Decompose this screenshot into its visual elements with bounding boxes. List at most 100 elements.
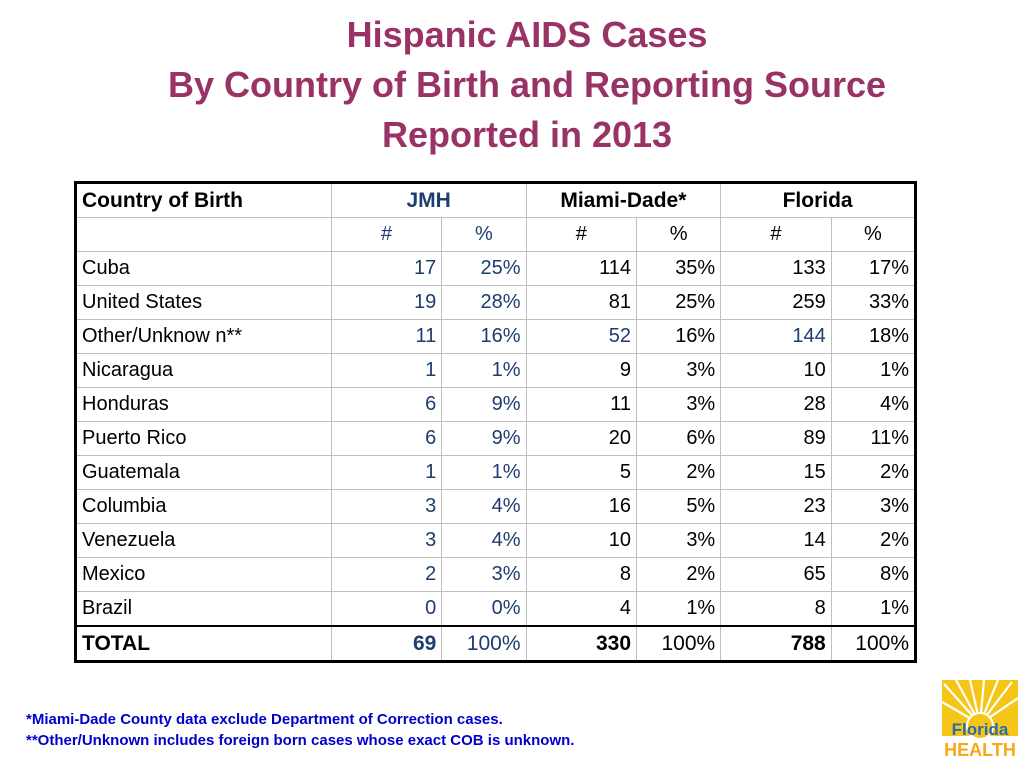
cell-md-percent: 16% [636, 319, 722, 354]
title-line-2: By Country of Birth and Reporting Source [167, 64, 886, 105]
header-florida: Florida [720, 182, 916, 218]
cell-fl-percent: 8% [830, 557, 917, 592]
total-md-percent: 100% [636, 625, 722, 662]
subheader-empty [75, 217, 332, 252]
header-miami-dade: Miami-Dade* [525, 182, 722, 218]
cell-jmh-count: 19 [330, 285, 443, 320]
table-row: Other/Unknow n** 11 16% 52 16% 144 18% [75, 319, 917, 354]
cell-md-count: 8 [525, 557, 638, 592]
cell-md-count: 5 [525, 455, 638, 490]
header-country: Country of Birth [75, 182, 332, 218]
cell-country: Nicaragua [75, 353, 332, 388]
cell-country: Honduras [75, 387, 332, 422]
cell-fl-percent: 4% [830, 387, 917, 422]
cell-country: Cuba [75, 251, 332, 286]
cell-md-count: 4 [525, 591, 638, 627]
cell-country: Columbia [75, 489, 332, 524]
cell-fl-percent: 17% [830, 251, 917, 286]
table-row: Columbia 3 4% 16 5% 23 3% [75, 489, 917, 524]
cell-jmh-percent: 4% [441, 523, 527, 558]
cell-jmh-count: 6 [330, 387, 443, 422]
cell-fl-count: 14 [720, 523, 832, 558]
total-jmh-percent: 100% [441, 625, 527, 662]
cell-md-percent: 3% [636, 353, 722, 388]
cell-md-count: 81 [525, 285, 638, 320]
subheader-jmh-count: # [330, 217, 443, 252]
cell-md-percent: 3% [636, 387, 722, 422]
subheader-fl-percent: % [830, 217, 917, 252]
total-md-count: 330 [525, 625, 638, 662]
subheader-fl-count: # [720, 217, 832, 252]
cell-md-percent: 2% [636, 557, 722, 592]
table-row: Venezuela 3 4% 10 3% 14 2% [75, 523, 917, 558]
cell-fl-percent: 11% [830, 421, 917, 456]
table-row: Mexico 2 3% 8 2% 65 8% [75, 557, 917, 592]
cell-jmh-count: 1 [330, 353, 443, 388]
cell-fl-percent: 18% [830, 319, 917, 354]
table-row: Honduras 6 9% 11 3% 28 4% [75, 387, 917, 422]
table-subheader-row: # % # % # % [75, 217, 917, 252]
subheader-md-percent: % [636, 217, 722, 252]
table-row: Guatemala 1 1% 5 2% 15 2% [75, 455, 917, 490]
cell-country: Mexico [75, 557, 332, 592]
cell-country: United States [75, 285, 332, 320]
cell-jmh-count: 1 [330, 455, 443, 490]
cell-fl-percent: 2% [830, 455, 917, 490]
cell-fl-count: 89 [720, 421, 832, 456]
footnote-miami-dade: *Miami-Dade County data exclude Departme… [26, 711, 503, 728]
florida-health-logo: Florida HEALTH [941, 679, 1019, 764]
table-row: United States 19 28% 81 25% 259 33% [75, 285, 917, 320]
cell-country: Puerto Rico [75, 421, 332, 456]
cell-country: Other/Unknow n** [75, 319, 332, 354]
cell-jmh-count: 6 [330, 421, 443, 456]
cell-fl-percent: 1% [830, 353, 917, 388]
slide-title: Hispanic AIDS Cases By Country of Birth … [0, 10, 1024, 160]
table-total-row: TOTAL 69 100% 330 100% 788 100% [75, 625, 917, 662]
cell-md-percent: 25% [636, 285, 722, 320]
cell-md-count: 20 [525, 421, 638, 456]
cell-fl-count: 65 [720, 557, 832, 592]
cell-fl-count: 28 [720, 387, 832, 422]
table-header-row: Country of Birth JMH Miami-Dade* Florida [75, 182, 916, 218]
logo-word-florida: Florida [951, 720, 1009, 739]
cell-jmh-percent: 0% [441, 591, 527, 627]
cell-md-percent: 35% [636, 251, 722, 286]
cell-md-count: 16 [525, 489, 638, 524]
cell-country: Brazil [75, 591, 332, 627]
subheader-jmh-percent: % [441, 217, 527, 252]
cell-md-percent: 2% [636, 455, 722, 490]
cell-jmh-percent: 16% [441, 319, 527, 354]
total-fl-percent: 100% [830, 625, 917, 662]
cell-jmh-percent: 4% [441, 489, 527, 524]
cell-jmh-count: 11 [330, 319, 443, 354]
cell-md-count: 9 [525, 353, 638, 388]
footnotes: *Miami-Dade County data exclude Departme… [26, 709, 574, 751]
cell-fl-count: 10 [720, 353, 832, 388]
title-line-3: Reported in 2013 [381, 114, 673, 155]
cell-fl-percent: 33% [830, 285, 917, 320]
cell-md-count: 11 [525, 387, 638, 422]
table-row: Cuba 17 25% 114 35% 133 17% [75, 251, 917, 286]
cell-jmh-percent: 9% [441, 421, 527, 456]
cell-md-count: 114 [525, 251, 638, 286]
subheader-md-count: # [525, 217, 638, 252]
cell-fl-count: 15 [720, 455, 832, 490]
cell-jmh-count: 3 [330, 523, 443, 558]
total-jmh-count: 69 [330, 625, 443, 662]
cell-md-count: 52 [525, 319, 638, 354]
cell-country: Guatemala [75, 455, 332, 490]
cell-fl-count: 144 [720, 319, 832, 354]
cell-jmh-percent: 3% [441, 557, 527, 592]
footnote-other-unknown: **Other/Unknown includes foreign born ca… [26, 732, 575, 749]
logo-word-health: HEALTH [944, 740, 1016, 760]
table-row: Nicaragua 1 1% 9 3% 10 1% [75, 353, 917, 388]
total-fl-count: 788 [720, 625, 832, 662]
cell-fl-count: 259 [720, 285, 832, 320]
cases-table: Country of Birth JMH Miami-Dade* Florida… [74, 181, 917, 663]
total-label: TOTAL [75, 625, 332, 662]
cell-jmh-percent: 9% [441, 387, 527, 422]
cell-fl-count: 133 [720, 251, 832, 286]
cell-jmh-percent: 1% [441, 455, 527, 490]
table-row: Puerto Rico 6 9% 20 6% 89 11% [75, 421, 917, 456]
cell-jmh-count: 17 [330, 251, 443, 286]
